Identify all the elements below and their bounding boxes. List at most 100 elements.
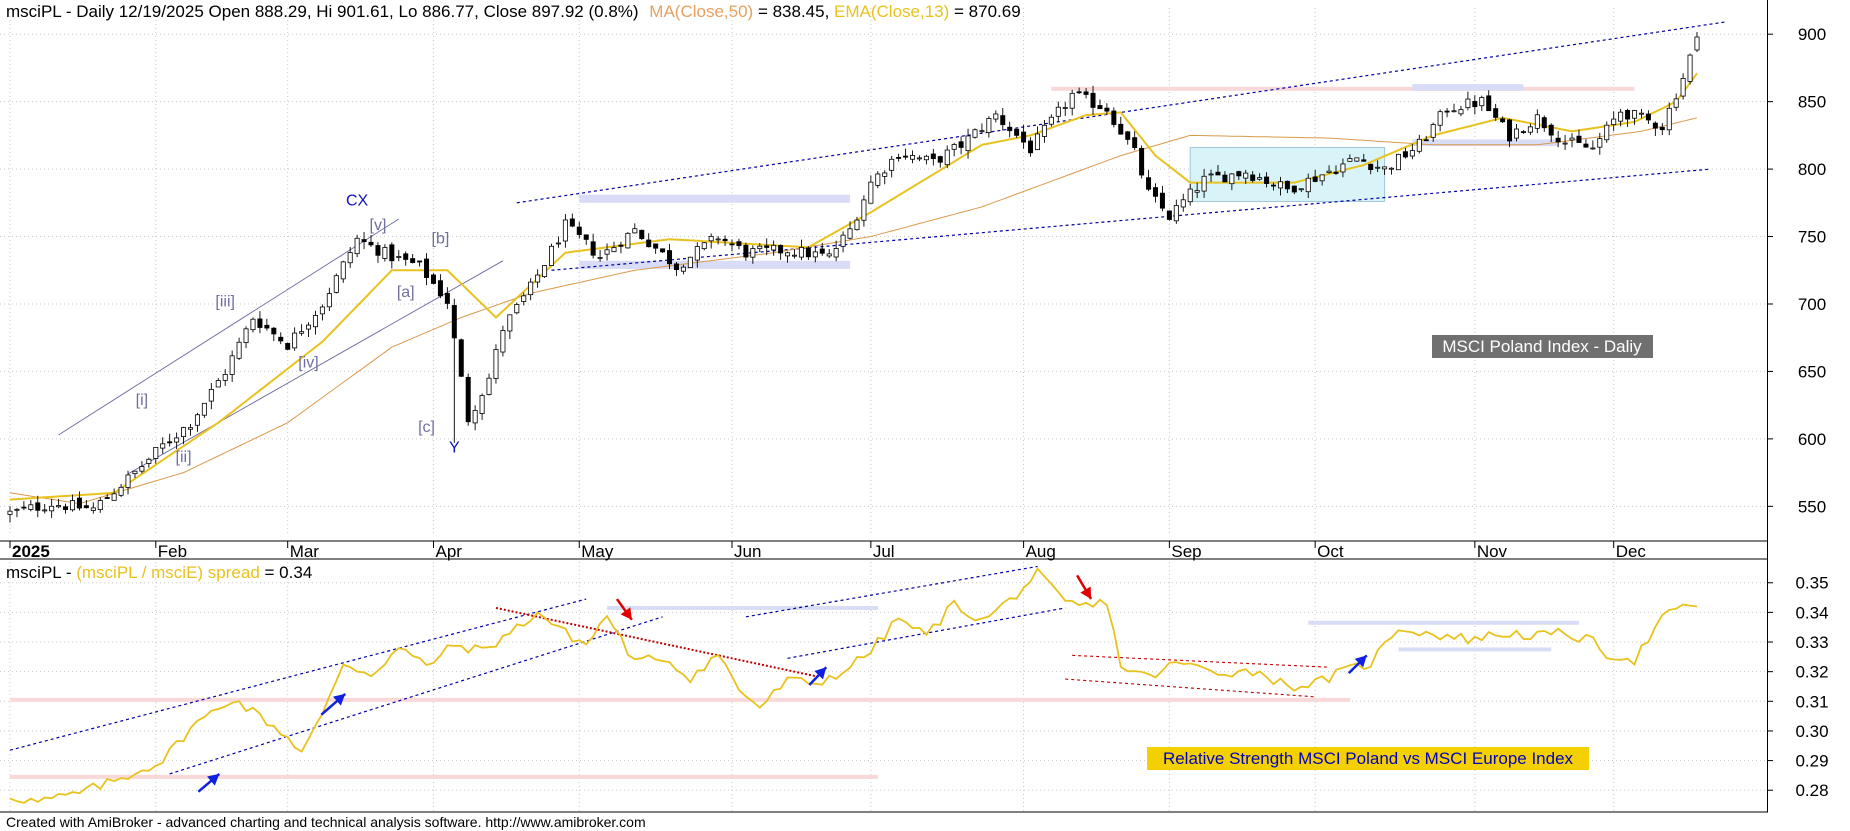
candle [264,318,270,331]
spread-lower-trend [169,616,663,775]
candle [708,233,714,249]
candle [1416,134,1422,154]
candle [139,461,145,474]
candle-body [1583,143,1589,148]
candle-body [188,427,194,430]
candle [146,457,152,468]
candle-body [326,293,332,308]
candle [1597,132,1603,155]
candle-body [1257,177,1263,180]
candle-body [250,318,256,331]
candle [750,245,756,264]
candle [1583,139,1589,148]
candle [903,148,909,160]
price-header-prefix: msciPL - Daily 12/19/2025 Open 888.29, H… [6,2,639,21]
candle [868,175,874,204]
candle-body [1284,180,1290,190]
candle [1513,124,1519,142]
candle [83,499,89,509]
ema13-label: EMA(Close,13) [834,2,949,21]
candle [972,128,978,139]
candle [69,494,75,512]
candle [1500,116,1506,124]
candle-body [687,256,693,269]
candle-body [1368,163,1374,171]
candle [1132,131,1138,151]
candle-body [396,256,402,258]
candle-body [1277,181,1283,189]
candle [1423,135,1429,142]
candle-body [1493,108,1499,118]
candle-body [222,374,228,381]
candle [333,273,339,294]
candle [680,264,686,275]
candle-body [181,427,187,438]
candle-body [1486,95,1492,112]
candle-body [993,113,999,120]
candle [340,260,346,283]
candle-body [500,330,506,353]
candle [653,243,659,254]
month-label: Jul [873,542,895,561]
candle [1611,111,1617,132]
candle [979,123,985,134]
candle-body [1118,123,1124,135]
candle [271,327,277,342]
spread-zones [10,605,1579,779]
spread-zone-nov [1398,647,1552,652]
candle [389,242,395,269]
candle [1520,130,1526,134]
red-arrow [1076,574,1093,600]
candle-body [451,305,457,339]
candle [1402,147,1408,159]
month-label: Nov [1477,542,1508,561]
candle [1055,101,1061,123]
blue-arrow [808,666,828,686]
spread-gridlines [0,562,1768,812]
candle [812,245,818,263]
candle-body [868,181,874,204]
candle [1430,122,1436,142]
candle-body [1215,171,1221,176]
candle-body [146,458,152,464]
candle-body [514,304,520,314]
candle [687,256,693,269]
candle-body [1611,118,1617,126]
candle-body [930,153,936,160]
candle [944,145,950,169]
candle [35,495,41,518]
candle-body [465,376,471,423]
candle-body [660,248,666,253]
candle-body [104,497,110,499]
candle [1041,119,1047,143]
spread-panel: 0.35 0.34 0.33 0.32 0.31 0.30 0.29 0.28 msciPL … [0,562,1829,812]
spread-red-upper [1072,654,1330,668]
candle [1326,165,1332,174]
candle-body [1389,167,1395,170]
candle-body [1507,119,1513,142]
candle-body [292,332,298,349]
candle-body [1395,153,1401,171]
candle [1409,143,1415,160]
candle [500,325,506,357]
candle [542,265,548,278]
month-label: May [581,542,614,561]
candle-body [1659,126,1665,131]
candle-body [1666,107,1672,131]
resistance-zone-red [1051,86,1635,91]
candle [403,251,409,266]
candle [1548,123,1554,143]
candle [604,243,610,261]
spread-lower-trend-2 [787,607,1066,659]
candle [1048,114,1054,127]
candle [1257,173,1263,181]
wave-channel-upper [58,218,400,436]
candle-body [1347,158,1353,162]
candle [910,150,916,164]
candle [625,232,631,249]
month-label: Mar [290,542,320,561]
candle [1666,102,1672,136]
candle [1673,93,1679,111]
candle [1687,53,1693,85]
candle-body [1271,184,1277,187]
